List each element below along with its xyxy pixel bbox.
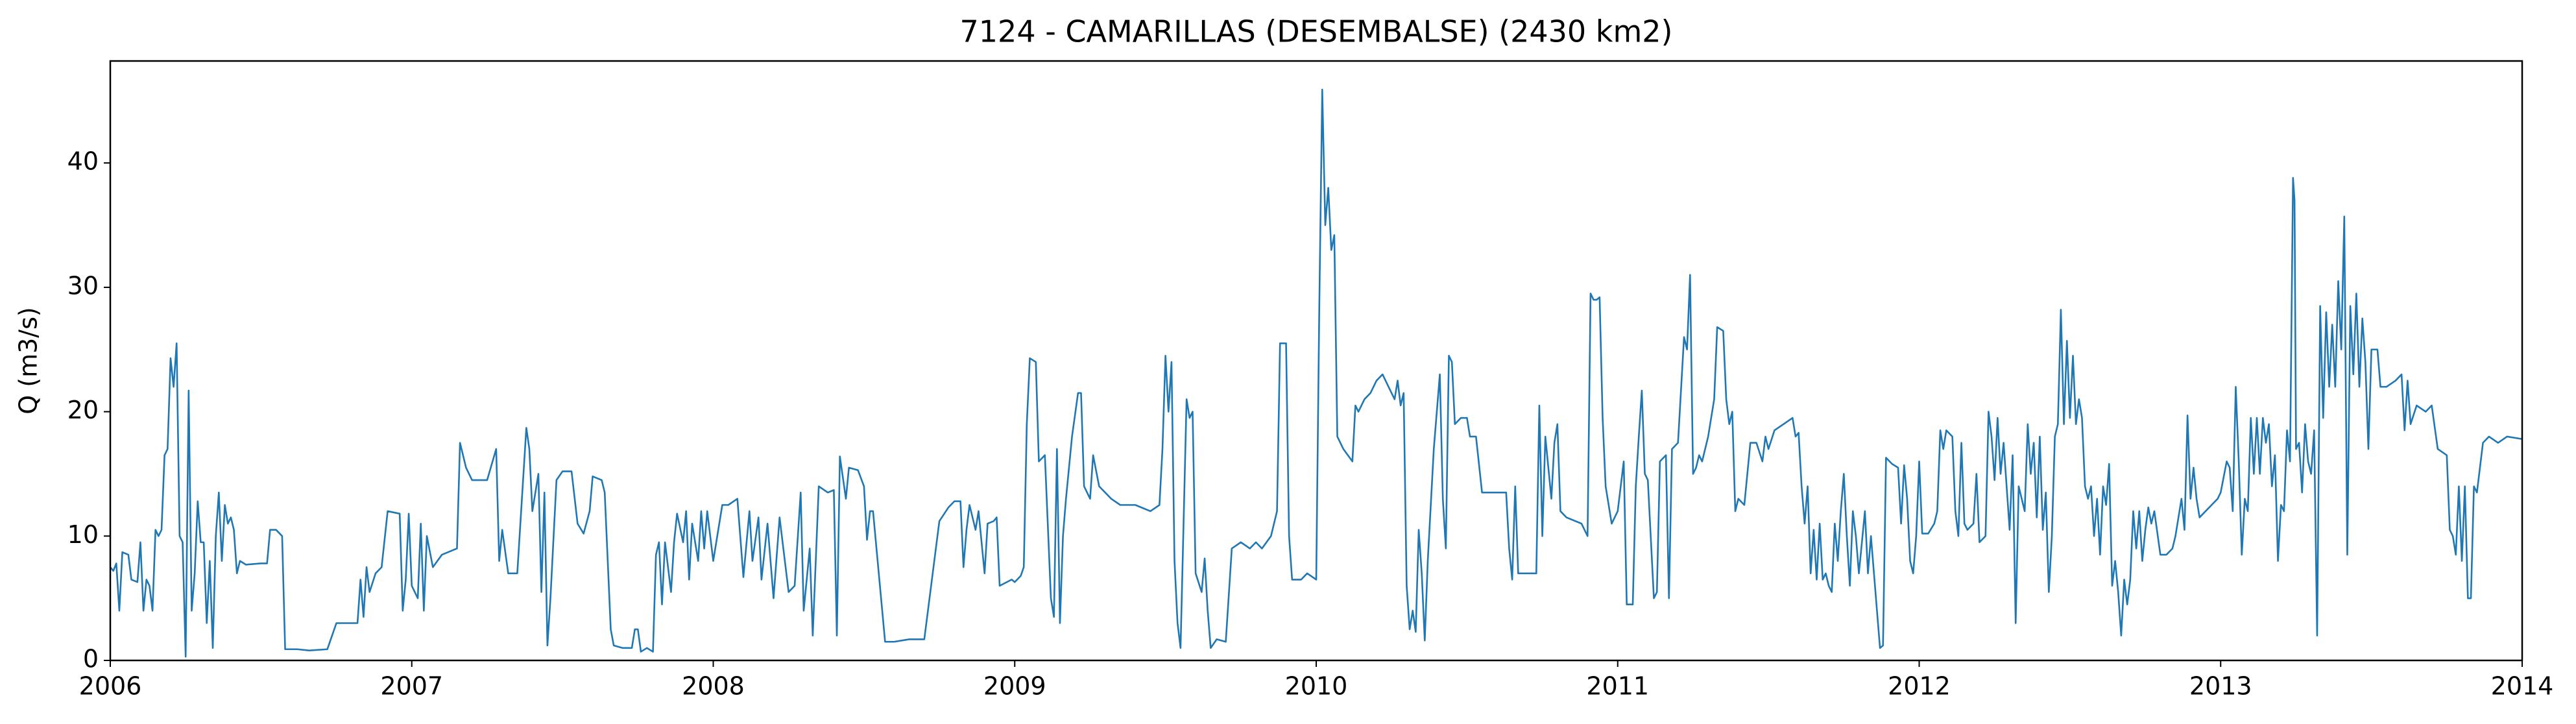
x-tick-label: 2010 <box>1285 672 1348 701</box>
y-tick-label: 20 <box>67 396 99 424</box>
y-tick-label: 30 <box>67 271 99 300</box>
x-tick-label: 2013 <box>2189 672 2252 701</box>
x-tick-label: 2009 <box>983 672 1046 701</box>
x-tick-label: 2012 <box>1888 672 1951 701</box>
y-tick-label: 0 <box>83 645 99 673</box>
y-tick-label: 10 <box>67 520 99 549</box>
x-tick-label: 2008 <box>682 672 745 701</box>
plot-area <box>109 88 2523 658</box>
chart-title: 7124 - CAMARILLAS (DESEMBALSE) (2430 km2… <box>960 14 1673 49</box>
x-tick-label: 2006 <box>79 672 142 701</box>
y-axis-label: Q (m3/s) <box>14 307 43 414</box>
flow-line <box>109 88 2523 658</box>
y-tick-label: 40 <box>67 147 99 176</box>
x-tick-label: 2007 <box>380 672 443 701</box>
x-tick-label: 2014 <box>2491 672 2554 701</box>
x-tick-label: 2011 <box>1586 672 1649 701</box>
